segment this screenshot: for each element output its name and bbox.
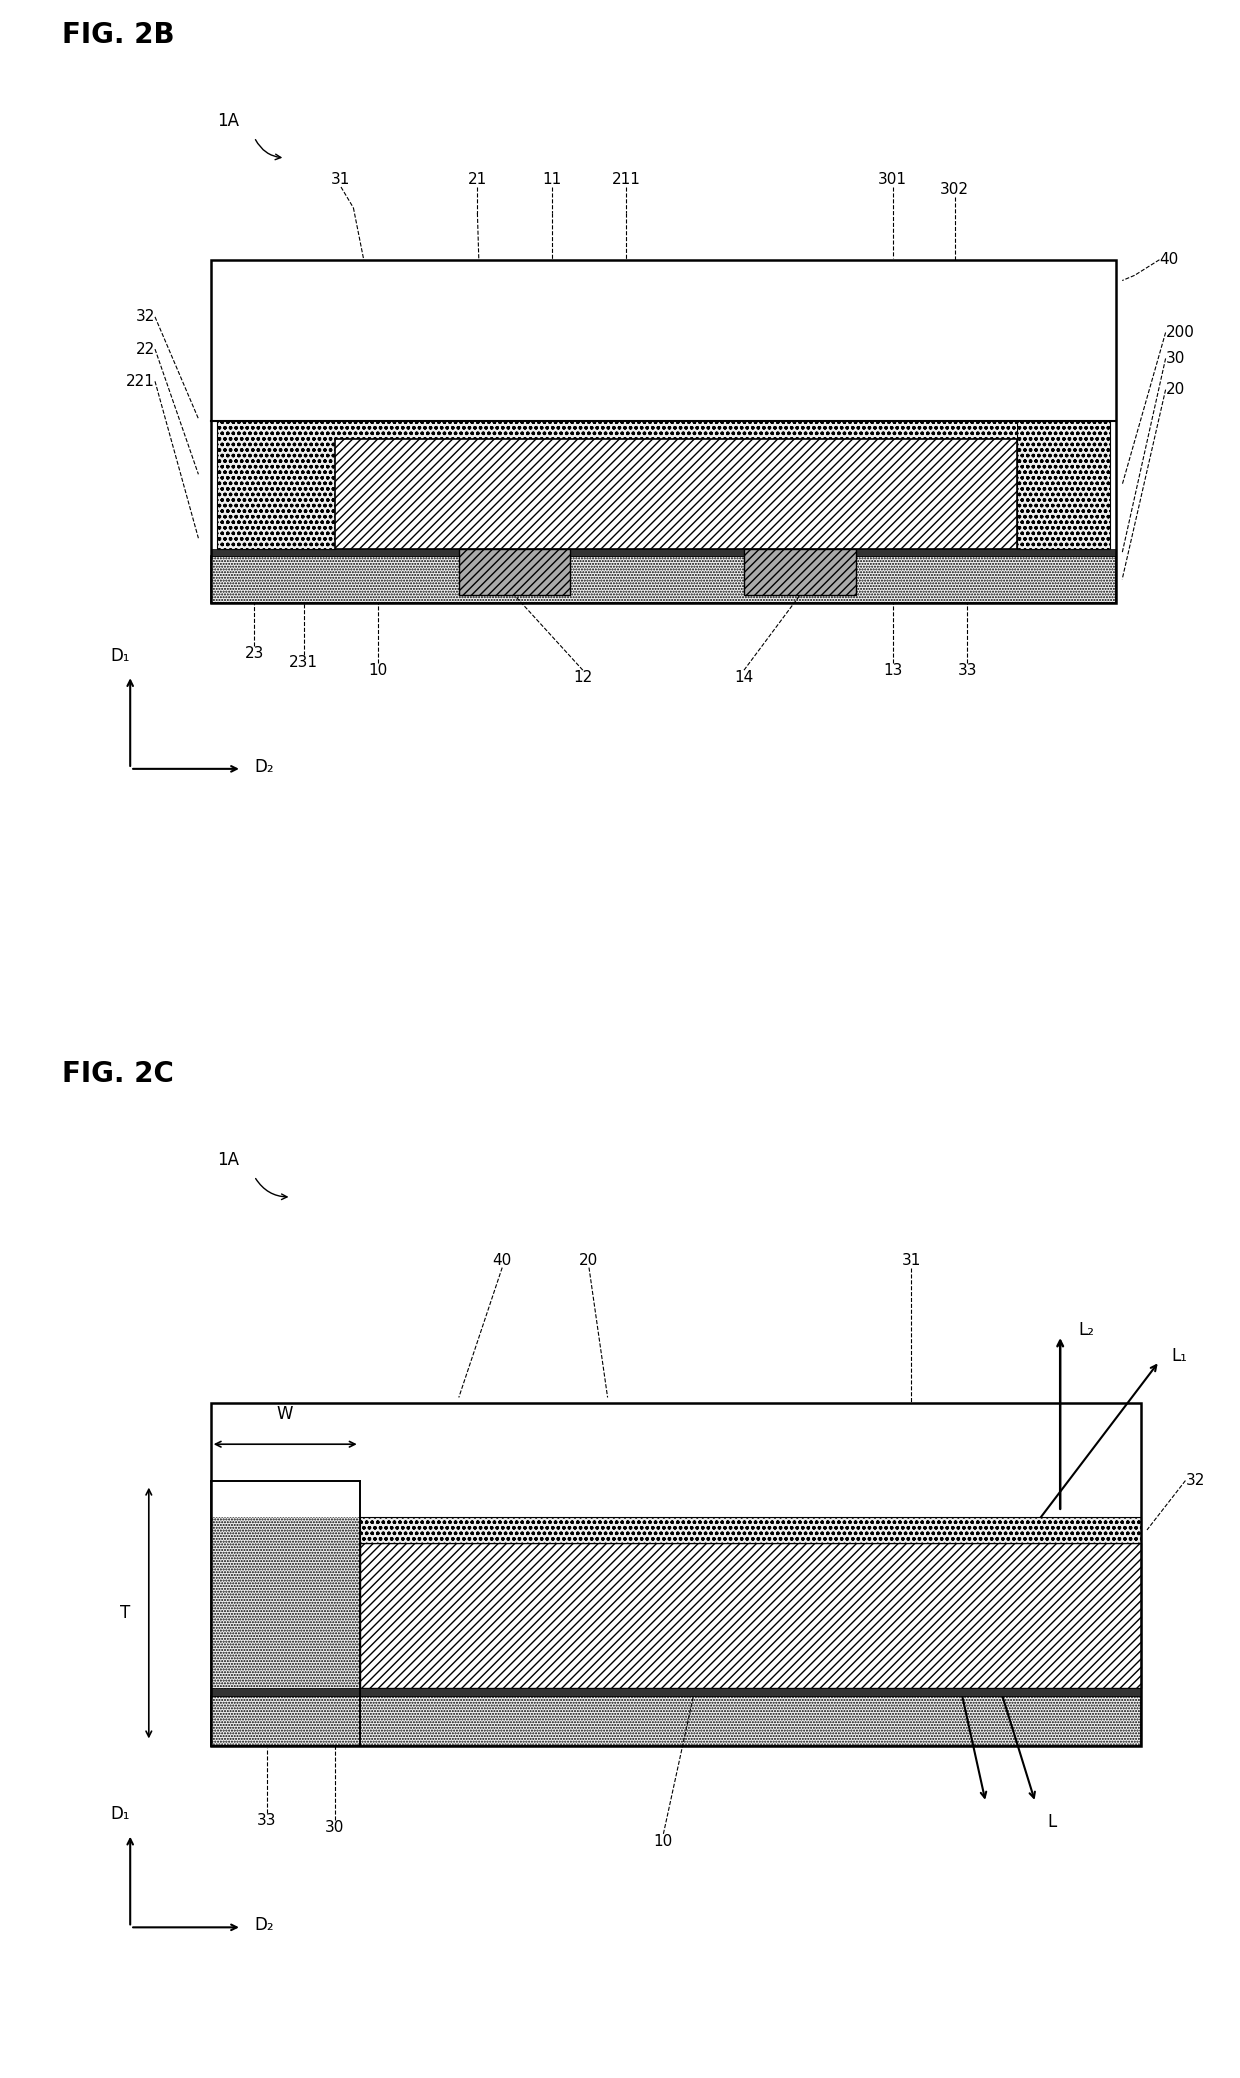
Bar — [211, 1696, 1141, 1746]
Bar — [211, 1480, 360, 1746]
Text: D₂: D₂ — [254, 758, 274, 775]
Bar — [360, 1517, 1141, 1542]
Text: 40: 40 — [492, 1253, 512, 1268]
Text: FIG. 2C: FIG. 2C — [62, 1060, 174, 1087]
Text: 23: 23 — [244, 646, 264, 661]
Bar — [744, 549, 856, 594]
Text: 10: 10 — [653, 1833, 673, 1849]
Text: L₂: L₂ — [1079, 1322, 1095, 1338]
Text: 11: 11 — [542, 172, 562, 187]
Bar — [459, 549, 570, 594]
Bar — [217, 420, 1110, 441]
Text: W: W — [277, 1405, 294, 1423]
Text: 12: 12 — [573, 669, 593, 686]
Text: 31: 31 — [901, 1253, 921, 1268]
Bar — [211, 1687, 1141, 1696]
Text: 40: 40 — [1159, 251, 1179, 268]
Bar — [211, 260, 1116, 603]
Text: 21: 21 — [467, 172, 487, 187]
Bar — [211, 555, 1116, 603]
Bar — [335, 420, 1017, 441]
Text: 32: 32 — [135, 310, 155, 324]
Text: 221: 221 — [126, 374, 155, 389]
Text: D₂: D₂ — [254, 1916, 274, 1935]
Text: T: T — [120, 1604, 130, 1623]
Text: 32: 32 — [1185, 1473, 1205, 1488]
Bar — [1017, 420, 1110, 549]
Bar — [217, 420, 335, 549]
Text: 14: 14 — [734, 669, 754, 686]
Bar — [335, 441, 1017, 549]
Text: D₁: D₁ — [110, 1806, 130, 1824]
Bar — [211, 1403, 1141, 1746]
Text: 10: 10 — [368, 663, 388, 677]
Text: 30: 30 — [325, 1820, 345, 1835]
Text: 200: 200 — [1166, 324, 1194, 341]
Bar — [211, 1403, 1141, 1517]
Text: 302: 302 — [940, 183, 970, 197]
Text: 1A: 1A — [217, 1151, 239, 1168]
Text: 231: 231 — [289, 655, 319, 669]
Text: 31: 31 — [331, 172, 351, 187]
Text: L₁: L₁ — [1172, 1347, 1188, 1365]
Text: L: L — [1048, 1812, 1056, 1831]
Text: 20: 20 — [1166, 382, 1185, 397]
Text: 33: 33 — [257, 1812, 277, 1829]
Bar — [211, 549, 1116, 555]
Text: 33: 33 — [957, 663, 977, 677]
Bar — [211, 1480, 360, 1746]
Text: 301: 301 — [878, 172, 908, 187]
Text: 20: 20 — [579, 1253, 599, 1268]
Text: 1A: 1A — [217, 112, 239, 129]
Text: FIG. 2B: FIG. 2B — [62, 21, 175, 48]
Text: 211: 211 — [611, 172, 641, 187]
Text: 13: 13 — [883, 663, 903, 677]
Bar — [360, 1542, 1141, 1687]
Bar — [211, 1696, 1141, 1746]
Bar — [211, 260, 1116, 420]
Text: 22: 22 — [135, 341, 155, 357]
Bar — [211, 555, 1116, 603]
Text: 30: 30 — [1166, 351, 1185, 366]
Text: D₁: D₁ — [110, 646, 130, 665]
